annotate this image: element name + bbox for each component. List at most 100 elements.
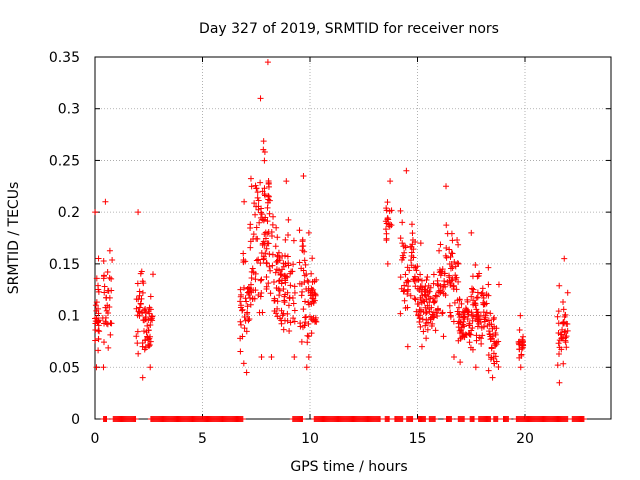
data-point: [418, 284, 425, 291]
data-point: [402, 304, 409, 311]
data-point: [135, 350, 142, 357]
data-point: [409, 230, 416, 237]
data-point: [254, 194, 261, 201]
data-point: [305, 299, 312, 306]
data-point: [249, 265, 256, 272]
data-point: [492, 353, 499, 360]
data-point: [253, 235, 260, 242]
data-point: [261, 191, 268, 198]
data-point: [302, 261, 309, 268]
data-point: [302, 314, 309, 321]
chart-title: Day 327 of 2019, SRMTID for receiver nor…: [199, 21, 499, 37]
data-point: [449, 237, 456, 244]
data-point: [267, 267, 274, 274]
data-point: [561, 255, 568, 262]
data-point: [397, 274, 404, 281]
data-point: [558, 346, 565, 353]
data-point: [313, 276, 320, 283]
data-point: [485, 317, 492, 324]
data-point: [415, 276, 422, 283]
data-point: [100, 258, 107, 265]
data-point: [451, 299, 458, 306]
data-point: [466, 339, 473, 346]
data-point: [403, 279, 410, 286]
data-point: [415, 276, 422, 283]
data-point: [248, 274, 255, 281]
data-point: [413, 267, 420, 274]
data-point: [397, 310, 404, 317]
data-point: [261, 185, 268, 192]
data-point: [306, 313, 313, 320]
data-point: [416, 315, 423, 322]
data-point: [240, 250, 247, 257]
data-point: [518, 351, 525, 358]
data-point: [455, 320, 462, 327]
data-point: [491, 360, 498, 367]
data-point: [417, 271, 424, 278]
data-point: [266, 263, 273, 270]
data-point: [556, 350, 563, 357]
data-point: [133, 333, 140, 340]
data-point: [455, 260, 462, 267]
data-point: [475, 316, 482, 323]
data-point: [275, 249, 282, 256]
data-point: [426, 299, 433, 306]
data-point: [251, 295, 258, 302]
data-point: [104, 268, 111, 275]
data-point: [287, 270, 294, 277]
data-point: [456, 296, 463, 303]
data-point: [305, 353, 312, 360]
data-point: [402, 244, 409, 251]
data-point: [266, 210, 273, 217]
data-point: [308, 270, 315, 277]
data-point: [384, 199, 391, 206]
data-point: [554, 362, 561, 369]
data-point: [92, 209, 99, 216]
data-point: [459, 332, 466, 339]
data-point: [407, 292, 414, 299]
y-tick-label: 0.35: [49, 50, 80, 66]
data-point: [423, 335, 430, 342]
data-point: [487, 310, 494, 317]
data-point: [494, 416, 501, 422]
data-point: [277, 315, 284, 322]
data-point: [418, 277, 425, 284]
data-point: [296, 280, 303, 287]
data-point: [266, 197, 273, 204]
data-point: [145, 317, 152, 324]
data-point: [483, 291, 490, 298]
data-point: [237, 318, 244, 325]
data-point: [441, 277, 448, 284]
data-point: [134, 340, 141, 347]
data-point: [422, 304, 429, 311]
data-point: [146, 341, 153, 348]
data-point: [261, 157, 268, 164]
data-point: [284, 310, 291, 317]
data-point: [285, 260, 292, 267]
data-point: [555, 340, 562, 347]
data-point: [136, 288, 143, 295]
data-point: [252, 211, 259, 218]
y-tick-label: 0: [71, 412, 80, 428]
data-point: [134, 280, 141, 287]
data-point: [493, 339, 500, 346]
data-point: [473, 337, 480, 344]
data-point: [469, 317, 476, 324]
data-point: [147, 338, 154, 345]
data-point: [107, 320, 114, 327]
data-point: [93, 299, 100, 306]
data-point: [284, 289, 291, 296]
data-point: [134, 312, 141, 319]
x-tick-label: 20: [516, 431, 534, 447]
data-point: [412, 296, 419, 303]
data-point: [132, 416, 139, 422]
data-point: [291, 283, 298, 290]
data-point: [240, 360, 247, 367]
data-point: [439, 266, 446, 273]
data-point: [92, 326, 99, 333]
data-point: [439, 309, 446, 316]
data-point: [443, 183, 450, 190]
data-point: [452, 263, 459, 270]
